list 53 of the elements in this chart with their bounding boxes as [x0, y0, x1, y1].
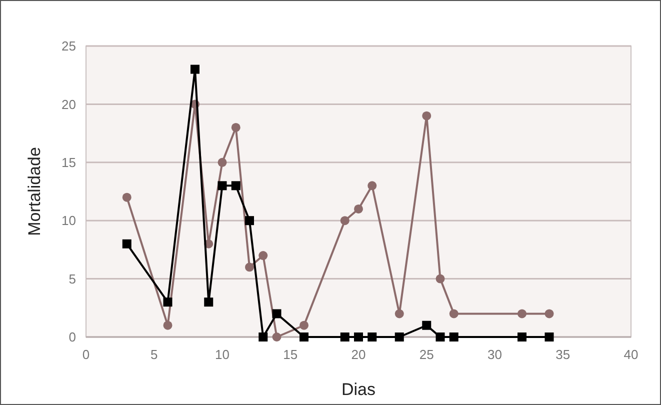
x-tick-label: 5: [150, 347, 158, 362]
x-tick-label: 10: [215, 347, 230, 362]
point: [231, 181, 240, 190]
point: [544, 309, 554, 318]
point: [436, 332, 445, 342]
point: [422, 320, 432, 330]
point: [300, 320, 308, 330]
point: [354, 204, 363, 214]
point: [272, 309, 282, 318]
point: [340, 332, 350, 342]
point: [163, 298, 172, 307]
point: [163, 320, 172, 330]
point: [122, 192, 132, 202]
point: [368, 332, 377, 342]
point: [394, 332, 404, 342]
point: [272, 332, 282, 342]
y-tick-label: 0: [68, 330, 76, 345]
point: [449, 332, 458, 342]
y-tick-label: 5: [68, 271, 76, 286]
point: [231, 122, 240, 132]
y-tick-label: 10: [62, 213, 76, 228]
point: [340, 216, 350, 226]
x-tick-label: 15: [283, 347, 298, 362]
point: [354, 332, 363, 342]
x-tick-label: 30: [488, 347, 502, 362]
point: [258, 332, 268, 342]
point: [422, 111, 432, 120]
y-axis-title: Mortalidade: [25, 147, 44, 236]
point: [518, 309, 526, 318]
point: [449, 309, 458, 318]
point: [300, 332, 308, 342]
x-tick-label: 20: [351, 347, 366, 362]
x-tick-label: 40: [624, 347, 638, 362]
y-tick-label: 20: [62, 96, 76, 112]
point: [218, 181, 227, 190]
x-tick-label: 25: [419, 347, 434, 362]
point: [204, 298, 214, 307]
point: [436, 274, 445, 284]
point: [368, 181, 377, 190]
point: [218, 158, 227, 167]
x-tick-label: 0: [82, 347, 90, 362]
point: [245, 262, 254, 272]
y-tick-label: 25: [62, 38, 76, 54]
x-tick-label: 35: [556, 347, 570, 362]
point: [544, 332, 554, 342]
x-axis-title: Dias: [341, 380, 376, 399]
point: [245, 216, 254, 226]
point: [394, 309, 404, 318]
point: [122, 239, 132, 248]
y-tick-label: 15: [62, 154, 76, 170]
point: [518, 332, 526, 342]
point: [258, 251, 268, 260]
point: [190, 64, 200, 74]
